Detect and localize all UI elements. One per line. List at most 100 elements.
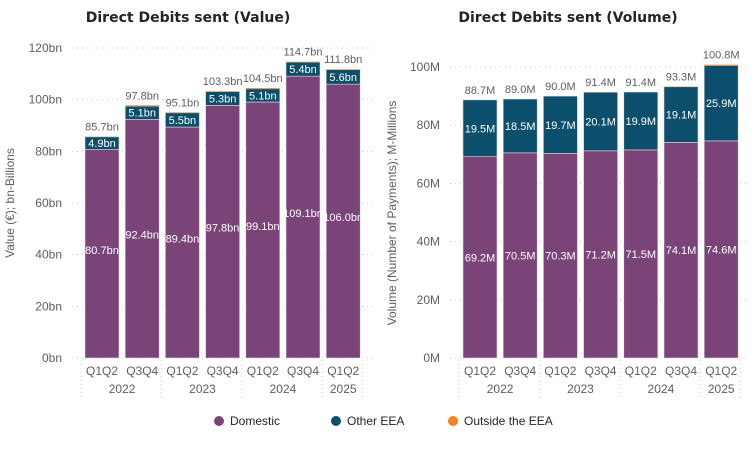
legend-label: Outside the EEA (464, 414, 553, 428)
total-label: 93.3M (666, 71, 697, 83)
x-year-label: 2024 (270, 382, 297, 396)
domestic-dot-icon (214, 416, 224, 426)
x-year-label: 2024 (648, 382, 675, 396)
total-label: 91.4M (585, 77, 616, 89)
y-tick-label: 100M (410, 60, 440, 74)
bar-outside-the-eea[interactable] (286, 61, 320, 63)
data-label: 109.1bn (283, 208, 323, 220)
y-axis-label: Value (€); bn-Billions (3, 148, 17, 258)
x-year-label: 2025 (708, 382, 735, 396)
legend-item-outside-eea[interactable]: Outside the EEA (448, 414, 553, 428)
y-tick-label: 60bn (35, 196, 62, 210)
y-tick-label: 0M (423, 351, 440, 365)
data-label: 5.6bn (329, 72, 357, 84)
total-label: 100.8M (703, 50, 740, 62)
x-tick-label: Q1Q2 (625, 364, 657, 378)
y-tick-label: 20M (417, 293, 440, 307)
legend-item-domestic[interactable]: Domestic (214, 414, 280, 428)
total-label: 89.0M (505, 84, 536, 96)
y-tick-label: 40M (417, 235, 440, 249)
y-tick-label: 80bn (35, 144, 62, 158)
data-label: 5.1bn (128, 108, 156, 120)
data-label: 5.5bn (169, 115, 197, 127)
bar-domestic[interactable] (623, 149, 659, 359)
x-tick-label: Q1Q2 (247, 364, 279, 378)
total-label: 114.7bn (284, 47, 323, 59)
data-label: 92.4bn (125, 230, 159, 242)
chart-title: Direct Debits sent (Value) (86, 10, 290, 26)
bar-other-eea[interactable] (623, 91, 659, 151)
data-label: 70.5M (505, 250, 536, 262)
bar-outside-the-eea[interactable] (205, 91, 240, 92)
bar-domestic[interactable] (502, 152, 538, 359)
x-tick-label: Q1Q2 (86, 364, 118, 378)
legend-item-other-eea[interactable]: Other EEA (331, 414, 404, 428)
y-tick-label: 80M (417, 118, 440, 132)
chart-title: Direct Debits sent (Volume) (458, 10, 677, 26)
legend: Domestic Other EEA Outside the EEA (0, 410, 756, 434)
data-label: 74.6M (706, 244, 737, 256)
y-tick-label: 40bn (35, 248, 62, 262)
y-tick-label: 100bn (29, 93, 62, 107)
data-label: 70.3M (545, 251, 576, 263)
data-label: 69.2M (465, 252, 496, 264)
bar-other-eea[interactable] (543, 95, 578, 154)
total-label: 103.3bn (203, 76, 243, 88)
bar-outside-the-eea[interactable] (125, 105, 160, 107)
y-tick-label: 0bn (42, 351, 62, 365)
bar-other-eea[interactable] (583, 92, 618, 152)
y-tick-label: 60M (417, 176, 440, 190)
bar-domestic[interactable] (84, 149, 120, 359)
data-label: 19.7M (545, 120, 576, 132)
bar-domestic[interactable] (663, 142, 699, 359)
bar-domestic[interactable] (543, 153, 578, 359)
total-label: 95.1bn (166, 97, 200, 109)
bar-domestic[interactable] (325, 83, 361, 359)
x-year-label: 2023 (189, 382, 216, 396)
bar-domestic[interactable] (165, 126, 200, 359)
data-label: 20.1M (585, 117, 616, 129)
data-label: 97.8bn (206, 223, 240, 235)
total-label: 91.4M (626, 77, 657, 89)
y-axis-label: Volume (Number of Payments); M-Millions (385, 101, 399, 326)
bar-other-eea[interactable] (663, 86, 699, 143)
data-label: 19.9M (626, 116, 657, 128)
total-label: 97.8bn (125, 90, 159, 102)
bar-domestic[interactable] (583, 150, 618, 359)
outside-eea-dot-icon (448, 416, 458, 426)
data-label: 5.3bn (209, 94, 237, 106)
bar-other-eea[interactable] (502, 98, 538, 154)
bar-outside-the-eea[interactable] (245, 88, 280, 89)
bar-domestic[interactable] (462, 156, 498, 359)
x-tick-label: Q3Q4 (585, 364, 617, 378)
chart-value: Direct Debits sent (Value) Value (€); bn-… (3, 10, 375, 400)
data-label: 19.1M (666, 110, 697, 122)
bar-other-eea[interactable] (462, 99, 498, 157)
bar-domestic[interactable] (205, 105, 240, 359)
data-label: 89.4bn (166, 234, 200, 246)
data-label: 80.7bn (85, 245, 119, 257)
legend-label: Domestic (230, 414, 281, 428)
total-label: 104.5bn (243, 73, 283, 85)
bar-domestic[interactable] (124, 119, 160, 359)
bar-outside-the-eea[interactable] (704, 64, 739, 66)
data-label: 99.1bn (246, 221, 280, 233)
legend-label: Other EEA (347, 414, 405, 428)
data-label: 18.5M (505, 121, 536, 133)
y-tick-label: 120bn (29, 41, 62, 55)
x-tick-label: Q3Q4 (207, 364, 239, 378)
bar-domestic[interactable] (703, 140, 739, 359)
bar-domestic[interactable] (285, 75, 321, 359)
data-label: 4.9bn (88, 138, 116, 150)
bar-outside-the-eea[interactable] (165, 112, 200, 113)
bar-domestic[interactable] (245, 101, 281, 359)
data-label: 106.0bn (323, 212, 363, 224)
bar-outside-the-eea[interactable] (326, 69, 361, 70)
x-tick-label: Q1Q2 (544, 364, 576, 378)
other-eea-dot-icon (331, 416, 341, 426)
data-label: 71.5M (626, 249, 657, 261)
x-tick-label: Q1Q2 (705, 364, 737, 378)
total-label: 111.8bn (324, 54, 362, 66)
x-year-label: 2025 (330, 382, 357, 396)
